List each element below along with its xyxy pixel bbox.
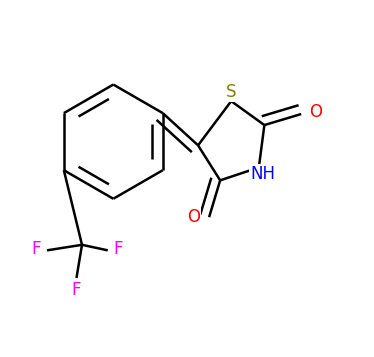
Text: O: O xyxy=(309,103,322,121)
Text: F: F xyxy=(31,240,41,257)
Text: NH: NH xyxy=(250,165,275,183)
Text: F: F xyxy=(113,240,123,257)
Text: O: O xyxy=(187,208,200,226)
Text: F: F xyxy=(72,281,81,299)
Text: S: S xyxy=(226,83,236,101)
